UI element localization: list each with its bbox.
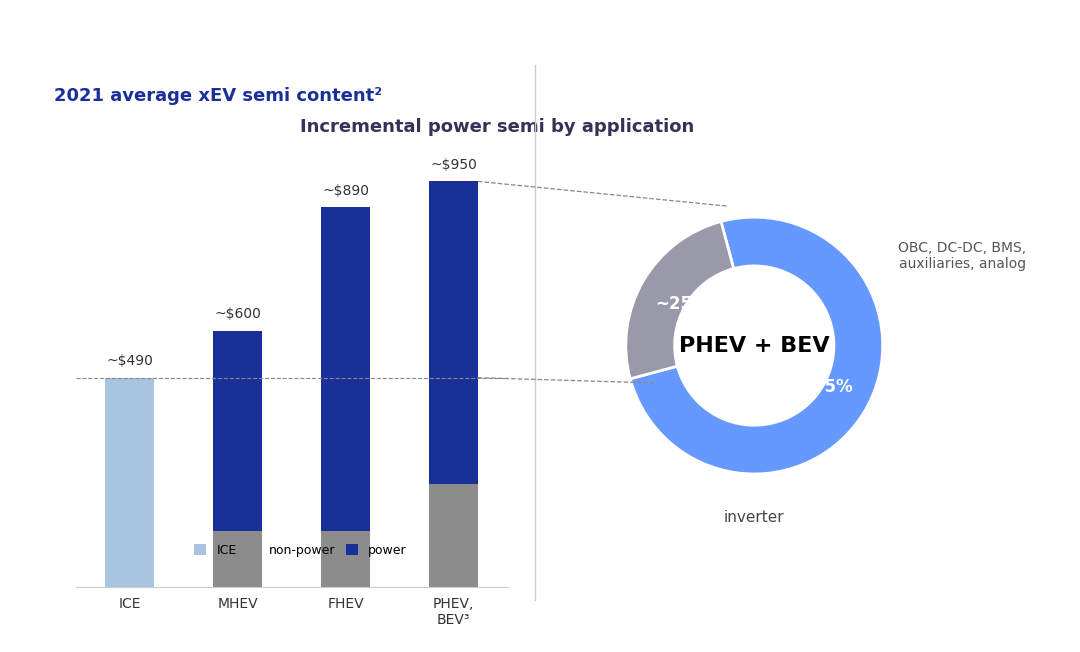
Text: 2021 average xEV semi content²: 2021 average xEV semi content²	[54, 87, 382, 105]
Wedge shape	[631, 217, 882, 474]
Text: inverter: inverter	[724, 510, 784, 525]
Text: ~$890: ~$890	[322, 184, 369, 198]
Bar	[430, 484, 478, 587]
Text: ~$490: ~$490	[106, 354, 153, 368]
Text: ~75%: ~75%	[799, 378, 853, 396]
Text: ~$600: ~$600	[214, 307, 261, 321]
Legend: ICE, non-power, power: ICE, non-power, power	[189, 539, 411, 562]
Text: OBC, DC-DC, BMS,
auxiliaries, analog: OBC, DC-DC, BMS, auxiliaries, analog	[899, 241, 1026, 271]
Bar	[106, 378, 154, 587]
Text: ~25%: ~25%	[656, 295, 708, 313]
Bar	[214, 531, 262, 587]
Text: Incremental power semi by application: Incremental power semi by application	[300, 118, 694, 136]
Bar	[322, 531, 369, 587]
Text: PHEV + BEV: PHEV + BEV	[679, 336, 829, 355]
Bar	[322, 207, 369, 531]
Text: ~$950: ~$950	[430, 158, 477, 172]
Wedge shape	[625, 222, 733, 379]
Bar	[430, 181, 478, 484]
Bar	[214, 331, 262, 531]
